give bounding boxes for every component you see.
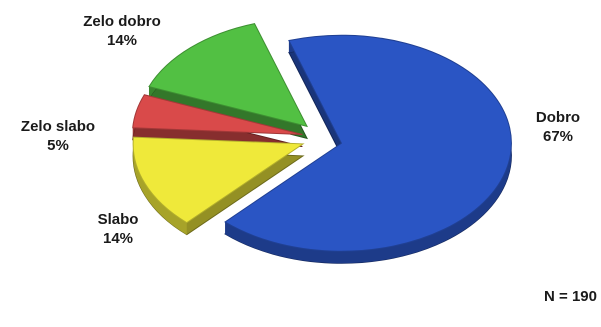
pie-slice-slabo <box>132 136 305 224</box>
pie-top-layer <box>132 23 512 252</box>
sample-size-note: N = 190 <box>544 288 597 305</box>
slice-label-zelo-dobro: Zelo dobro <box>83 13 161 30</box>
pie-label-layer: Dobro 67% Slabo 14% Zelo slabo 5% Zelo dobro 14… <box>21 13 580 247</box>
slice-label-slabo: Slabo <box>98 211 139 228</box>
slice-percent-zelo-slabo: 5% <box>47 137 69 154</box>
slice-percent-slabo: 14% <box>103 230 133 247</box>
pie-slice-zelo-dobro <box>148 23 308 128</box>
slice-percent-zelo-dobro: 14% <box>107 32 137 49</box>
slice-label-zelo-slabo: Zelo slabo <box>21 118 95 135</box>
pie-slice-zelo-slabo <box>132 94 303 136</box>
pie-slice-rim-dobro <box>225 35 512 264</box>
slice-percent-dobro: 67% <box>543 128 573 145</box>
slice-label-dobro: Dobro <box>536 109 580 126</box>
pie-slice-dobro <box>224 34 512 252</box>
pie-slice-rim-slabo <box>133 137 187 235</box>
